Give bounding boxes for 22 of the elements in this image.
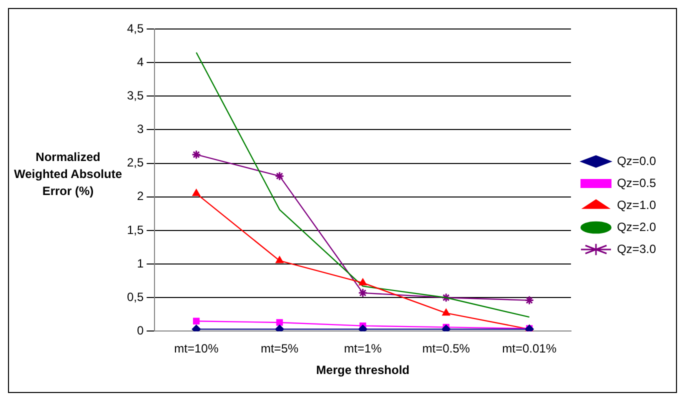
y-tick-label: 4	[136, 54, 144, 69]
x-tick-label: mt=1%	[344, 342, 382, 356]
legend-label: Qz=1.0	[616, 198, 656, 212]
y-tick-label: 4,5	[126, 21, 144, 36]
x-tick-label: mt=0.01%	[502, 342, 557, 356]
y-tick-label: 3,5	[126, 88, 144, 102]
legend-label: Qz=3.0	[616, 242, 656, 256]
x-axis-title: Merge threshold	[316, 363, 410, 378]
y-tick-label: 3	[136, 122, 144, 136]
legend-label: Qz=0.5	[616, 176, 656, 190]
legend-label: Qz=2.0	[616, 220, 656, 234]
y-tick-label: 2,5	[126, 156, 144, 170]
y-tick-label: 2	[136, 189, 144, 204]
y-tick-label: 1,5	[126, 222, 144, 237]
legend-label: Qz=0.0	[616, 154, 656, 168]
y-tick-label: 1	[136, 256, 144, 270]
y-axis-title: Normalized Weighted Absolute Error (%)	[13, 149, 123, 200]
x-tick-label: mt=0.5%	[422, 342, 470, 356]
y-tick-label: 0,5	[126, 290, 144, 304]
y-tick-label: 0	[136, 324, 144, 338]
x-tick-label: mt=5%	[260, 342, 299, 356]
x-tick-label: mt=10%	[174, 342, 219, 356]
